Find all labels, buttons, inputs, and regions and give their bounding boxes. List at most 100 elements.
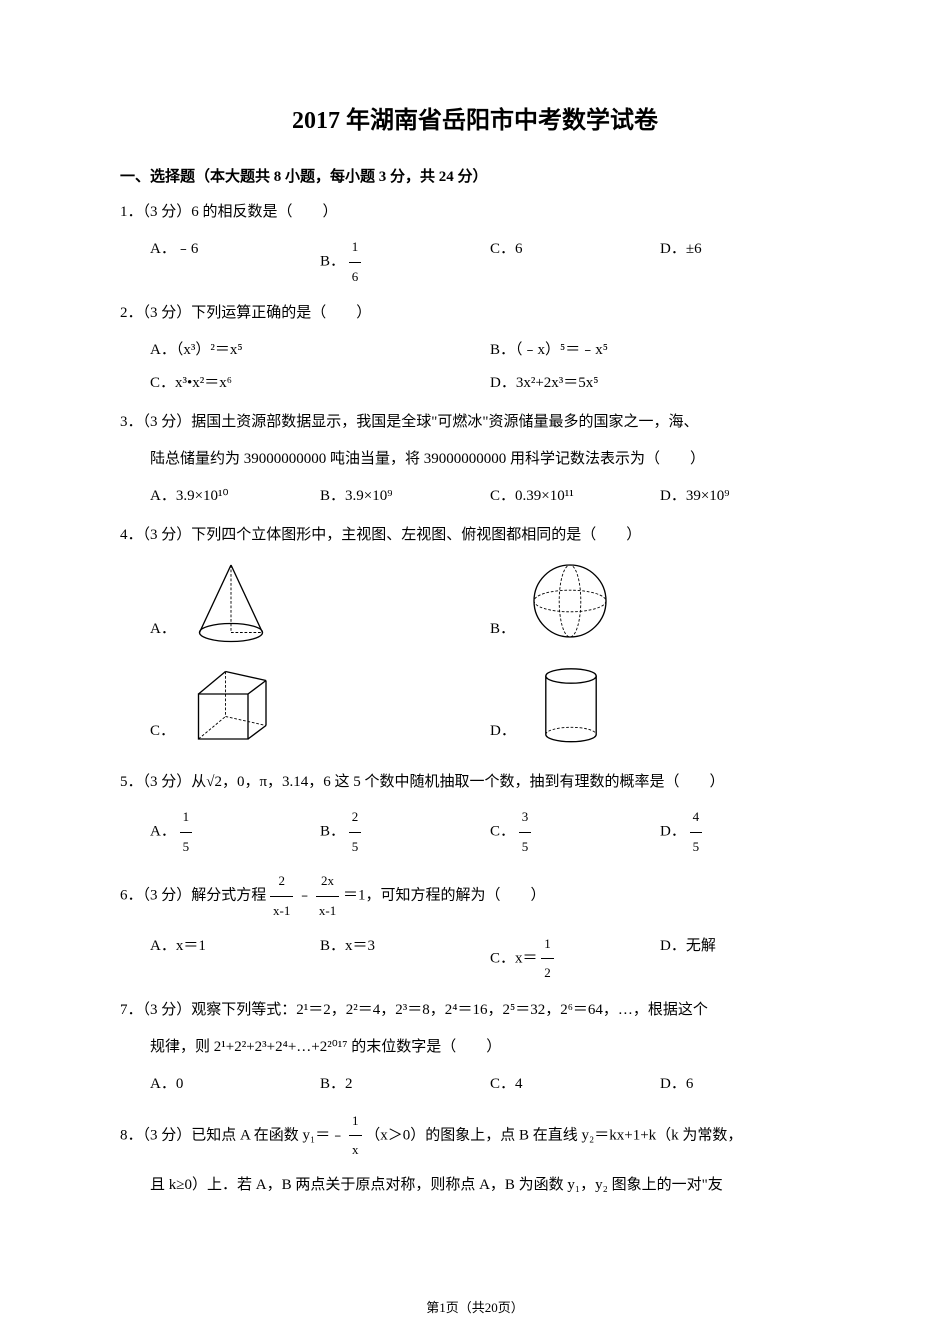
fraction-1: 2 x-1 bbox=[270, 867, 293, 925]
denominator: 5 bbox=[690, 833, 703, 862]
option-d-label: D． bbox=[660, 824, 686, 840]
sphere-icon bbox=[525, 556, 615, 646]
option-d: D．39×10⁹ bbox=[660, 480, 830, 513]
numerator: 4 bbox=[690, 803, 703, 833]
option-b: B． bbox=[490, 556, 830, 646]
question-1-options: A．﹣6 B． 1 6 C．6 D．±6 bbox=[120, 233, 830, 291]
footer-total: 20 bbox=[485, 1300, 498, 1315]
option-b-label: B． bbox=[320, 824, 345, 840]
numerator: 2 bbox=[270, 867, 293, 897]
page-footer: 第1页（共20页） bbox=[0, 1297, 950, 1316]
option-b: B．2 bbox=[320, 1068, 490, 1101]
text-suffix: ＝1，可知方程的解为（ ） bbox=[343, 888, 546, 904]
option-a: A．x＝1 bbox=[150, 930, 320, 988]
question-6-text: 6．（3 分）解分式方程 2 x-1 ﹣ 2x x-1 ＝1，可知方程的解为（ … bbox=[120, 867, 830, 925]
option-d: D．无解 bbox=[660, 930, 830, 988]
cylinder-icon bbox=[526, 658, 616, 748]
question-2-options: A．（x³）²＝x⁵ B．（﹣x）⁵＝﹣x⁵ C．x³•x²＝x⁶ D．3x²+… bbox=[120, 334, 830, 400]
question-3-options: A．3.9×10¹⁰ B．3.9×10⁹ C．0.39×10¹¹ D．39×10… bbox=[120, 480, 830, 513]
question-4-options: A． B． C． bbox=[120, 556, 830, 760]
option-c: C． 3 5 bbox=[490, 803, 660, 861]
question-6: 6．（3 分）解分式方程 2 x-1 ﹣ 2x x-1 ＝1，可知方程的解为（ … bbox=[120, 867, 830, 987]
numerator: 2x bbox=[316, 867, 339, 897]
footer-suffix: 页） bbox=[498, 1300, 524, 1315]
option-c-label: C． bbox=[490, 824, 515, 840]
question-5-options: A． 1 5 B． 2 5 C． 3 5 D． 4 5 bbox=[120, 803, 830, 861]
option-d: D．3x²+2x³＝5x⁵ bbox=[490, 367, 830, 400]
question-1: 1．（3 分）6 的相反数是（ ） A．﹣6 B． 1 6 C．6 D．±6 bbox=[120, 196, 830, 291]
option-c: C．x＝ 1 2 bbox=[490, 930, 660, 988]
option-b: B．3.9×10⁹ bbox=[320, 480, 490, 513]
text-prefix: 8．（3 分）已知点 A 在函数 y₁＝﹣ bbox=[120, 1127, 345, 1143]
question-4-text: 4．（3 分）下列四个立体图形中，主视图、左视图、俯视图都相同的是（ ） bbox=[120, 519, 830, 552]
option-b: B． 1 6 bbox=[320, 233, 490, 291]
question-3-text: 3．（3 分）据国土资源部数据显示，我国是全球"可燃冰"资源储量最多的国家之一，… bbox=[120, 406, 830, 439]
option-b: B．（﹣x）⁵＝﹣x⁵ bbox=[490, 334, 830, 367]
denominator: 5 bbox=[349, 833, 362, 862]
denominator: x bbox=[349, 1136, 362, 1165]
option-d: D． 4 5 bbox=[660, 803, 830, 861]
option-d: D．6 bbox=[660, 1068, 830, 1101]
text-mid: （x＞0）的图象上，点 B 在直线 y₂＝kx+1+k（k 为常数， bbox=[365, 1127, 742, 1143]
option-c-label: C．x＝ bbox=[490, 950, 538, 966]
question-7-text2: 规律，则 2¹+2²+2³+2⁴+…+2²⁰¹⁷ 的末位数字是（ ） bbox=[120, 1031, 830, 1064]
numerator: 1 bbox=[349, 1107, 362, 1137]
question-8-text: 8．（3 分）已知点 A 在函数 y₁＝﹣ 1 x （x＞0）的图象上，点 B … bbox=[120, 1107, 830, 1165]
cone-icon bbox=[186, 556, 276, 646]
denominator: x-1 bbox=[270, 897, 293, 926]
section-header: 一、选择题（本大题共 8 小题，每小题 3 分，共 24 分） bbox=[120, 165, 830, 186]
text-prefix: 6．（3 分）解分式方程 bbox=[120, 888, 266, 904]
option-a: A．3.9×10¹⁰ bbox=[150, 480, 320, 513]
option-d: D． bbox=[490, 658, 830, 748]
option-a: A．﹣6 bbox=[150, 233, 320, 291]
question-1-text: 1．（3 分）6 的相反数是（ ） bbox=[120, 196, 830, 229]
option-a: A．0 bbox=[150, 1068, 320, 1101]
option-a: A． bbox=[150, 556, 490, 646]
question-7-options: A．0 B．2 C．4 D．6 bbox=[120, 1068, 830, 1101]
option-c: C．4 bbox=[490, 1068, 660, 1101]
question-5: 5．（3 分）从√2，0，π，3.14，6 这 5 个数中随机抽取一个数，抽到有… bbox=[120, 766, 830, 861]
numerator: 1 bbox=[180, 803, 193, 833]
option-a-label: A． bbox=[150, 824, 176, 840]
question-8: 8．（3 分）已知点 A 在函数 y₁＝﹣ 1 x （x＞0）的图象上，点 B … bbox=[120, 1107, 830, 1202]
option-b: B．x＝3 bbox=[320, 930, 490, 988]
option-d: D．±6 bbox=[660, 233, 830, 291]
question-3: 3．（3 分）据国土资源部数据显示，我国是全球"可燃冰"资源储量最多的国家之一，… bbox=[120, 406, 830, 513]
minus: ﹣ bbox=[297, 888, 312, 904]
question-2-text: 2．（3 分）下列运算正确的是（ ） bbox=[120, 297, 830, 330]
footer-mid: 页（共 bbox=[446, 1300, 485, 1315]
fraction: 1 2 bbox=[541, 930, 554, 988]
question-7: 7．（3 分）观察下列等式：2¹＝2，2²＝4，2³＝8，2⁴＝16，2⁵＝32… bbox=[120, 994, 830, 1101]
option-c: C．6 bbox=[490, 233, 660, 291]
question-2: 2．（3 分）下列运算正确的是（ ） A．（x³）²＝x⁵ B．（﹣x）⁵＝﹣x… bbox=[120, 297, 830, 400]
question-6-options: A．x＝1 B．x＝3 C．x＝ 1 2 D．无解 bbox=[120, 930, 830, 988]
fraction: 1 5 bbox=[180, 803, 193, 861]
prism-icon bbox=[185, 658, 275, 748]
option-c-label: C． bbox=[150, 715, 175, 748]
numerator: 1 bbox=[541, 930, 554, 960]
fraction: 3 5 bbox=[519, 803, 532, 861]
option-a: A．（x³）²＝x⁵ bbox=[150, 334, 490, 367]
fraction: 1 x bbox=[349, 1107, 362, 1165]
option-b-label: B． bbox=[490, 613, 515, 646]
denominator: 6 bbox=[349, 263, 362, 292]
fraction-2: 2x x-1 bbox=[316, 867, 339, 925]
fraction: 2 5 bbox=[349, 803, 362, 861]
option-b-label: B． bbox=[320, 254, 345, 270]
denominator: x-1 bbox=[316, 897, 339, 926]
numerator: 3 bbox=[519, 803, 532, 833]
option-b: B． 2 5 bbox=[320, 803, 490, 861]
question-4: 4．（3 分）下列四个立体图形中，主视图、左视图、俯视图都相同的是（ ） A． … bbox=[120, 519, 830, 760]
option-d-label: D． bbox=[490, 715, 516, 748]
question-3-text2: 陆总储量约为 39000000000 吨油当量，将 39000000000 用科… bbox=[120, 443, 830, 476]
numerator: 1 bbox=[349, 233, 362, 263]
option-c: C．x³•x²＝x⁶ bbox=[150, 367, 490, 400]
option-a-label: A． bbox=[150, 613, 176, 646]
question-8-text2: 且 k≥0）上．若 A，B 两点关于原点对称，则称点 A，B 为函数 y₁，y₂… bbox=[120, 1169, 830, 1202]
footer-prefix: 第 bbox=[426, 1300, 439, 1315]
denominator: 5 bbox=[519, 833, 532, 862]
denominator: 5 bbox=[180, 833, 193, 862]
option-c: C． bbox=[150, 658, 490, 748]
question-7-text: 7．（3 分）观察下列等式：2¹＝2，2²＝4，2³＝8，2⁴＝16，2⁵＝32… bbox=[120, 994, 830, 1027]
option-c: C．0.39×10¹¹ bbox=[490, 480, 660, 513]
